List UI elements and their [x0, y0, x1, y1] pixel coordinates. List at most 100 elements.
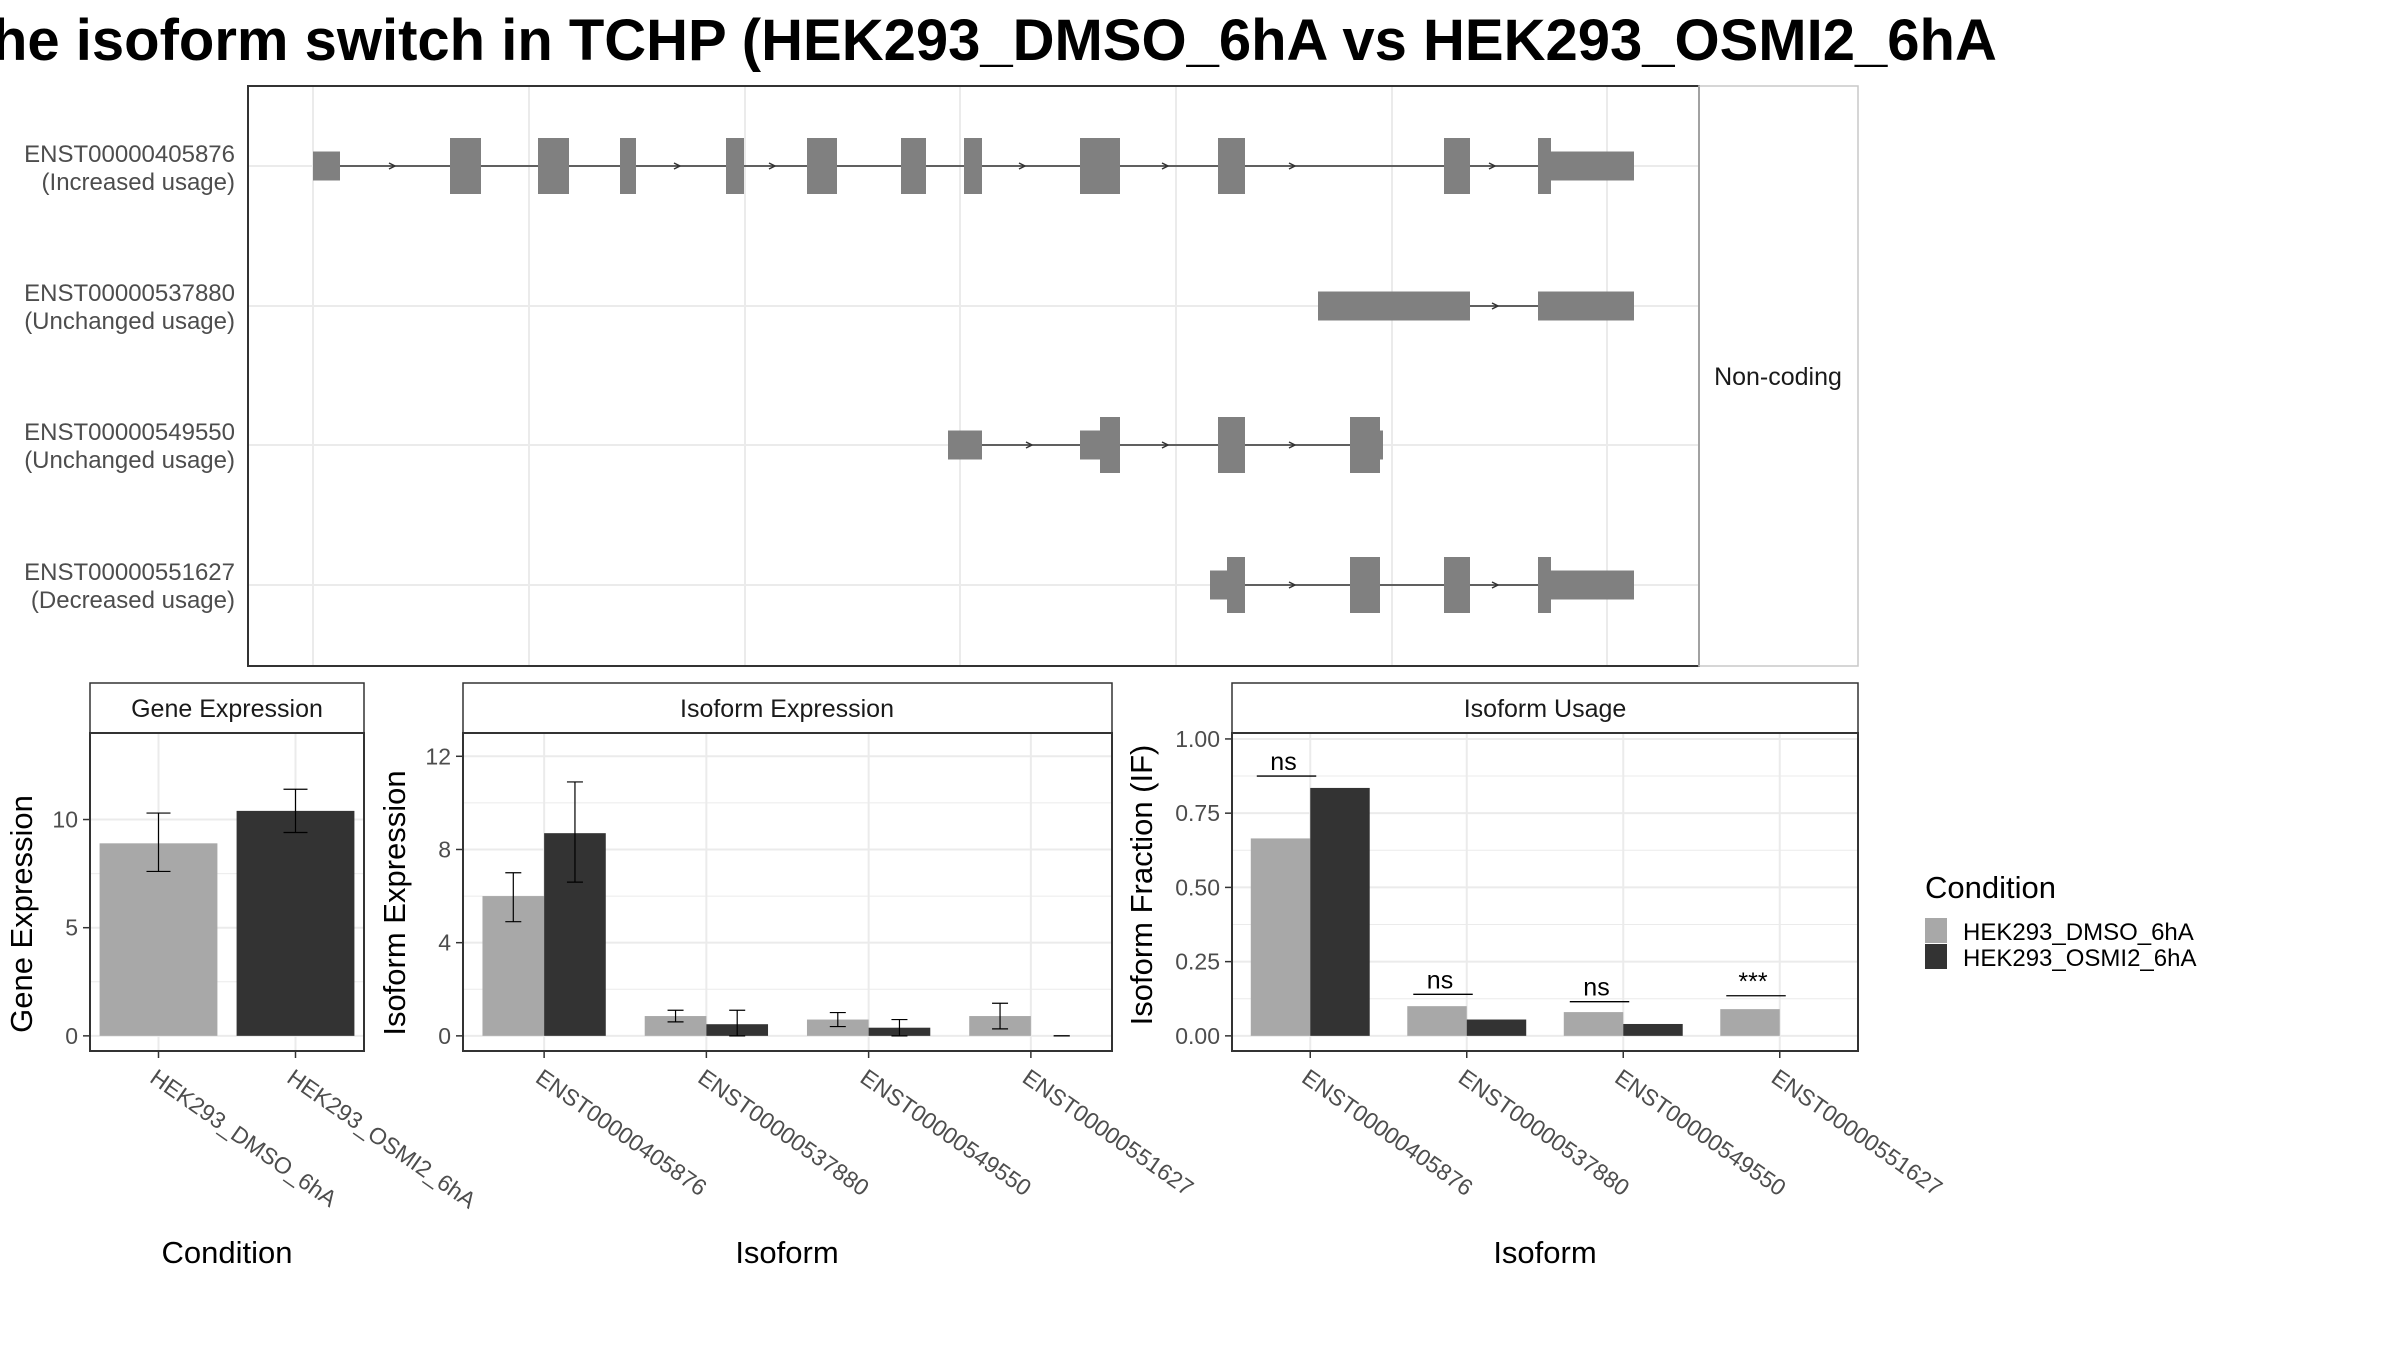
y-tick-label: 10: [52, 807, 78, 833]
panel-border: [1231, 732, 1859, 1052]
error-bars: [505, 781, 1070, 1037]
exon-block: [1318, 291, 1470, 321]
direction-arrow: [1018, 162, 1027, 170]
panel-border: [462, 732, 1113, 1052]
exon-block: [726, 138, 744, 194]
exon-block: [1080, 138, 1120, 194]
isoform-usage-label: (Increased usage): [42, 169, 235, 196]
exon-block: [901, 138, 926, 194]
panel-strip: [89, 682, 365, 734]
panel-strip-label: Isoform Expression: [680, 695, 894, 723]
exon-block: [1080, 430, 1100, 460]
y-tick-label: 1.00: [1175, 726, 1220, 752]
exon-block: [1210, 570, 1227, 600]
y-tick-label: 0.00: [1175, 1023, 1220, 1049]
isoform-usage-panel: Isoform Usage Isoform Fraction (IF) Isof…: [1124, 682, 1947, 1270]
bar: [1250, 838, 1311, 1036]
significance-label: ns: [1583, 974, 1609, 1002]
direction-arrow: [768, 162, 777, 170]
x-tick-label: ENST00000537880: [1454, 1064, 1634, 1201]
coding-strip-label: Non-coding: [1714, 363, 1842, 391]
direction-arrow: [1288, 441, 1297, 449]
significance-label: ***: [1738, 968, 1767, 996]
x-tick-label: ENST00000551627: [1767, 1064, 1947, 1201]
panel-strip-label: Gene Expression: [131, 695, 323, 723]
y-axis-title: Gene Expression: [4, 795, 39, 1033]
legend-label: HEK293_DMSO_6hA: [1963, 919, 2194, 946]
x-tick-label: ENST00000537880: [694, 1064, 874, 1201]
exon-block: [1551, 151, 1634, 181]
isoform-usage-label: (Decreased usage): [31, 587, 235, 614]
exon-block: [1350, 557, 1380, 613]
coding-strip: [1698, 85, 1859, 667]
direction-arrow: [1025, 441, 1034, 449]
bars: [99, 810, 355, 1036]
direction-arrow: [1488, 162, 1497, 170]
exon-block: [1444, 557, 1470, 613]
direction-arrow: [1288, 162, 1297, 170]
panel-border: [89, 732, 365, 1052]
exon-block: [948, 430, 982, 460]
exon-block: [1218, 138, 1245, 194]
bar: [1563, 1012, 1624, 1036]
y-tick-label: 0: [65, 1023, 78, 1049]
structure-exons: [313, 138, 1634, 613]
bar: [1310, 787, 1370, 1036]
y-tick-label: 0.50: [1175, 874, 1220, 900]
x-tick-label: ENST00000405876: [1297, 1064, 1477, 1201]
bar: [1623, 1023, 1683, 1036]
direction-arrow: [388, 162, 397, 170]
significance-label: ns: [1427, 966, 1453, 994]
significance-label: ns: [1270, 748, 1296, 776]
exon-block: [964, 138, 982, 194]
exon-block: [1350, 417, 1380, 473]
legend-swatch-osmi2: [1925, 944, 1947, 969]
direction-arrow: [1161, 441, 1170, 449]
exon-block: [1227, 557, 1245, 613]
legend-label: HEK293_OSMI2_6hA: [1963, 945, 2196, 972]
exon-block: [1444, 138, 1470, 194]
isoform-id-label: ENST00000549550: [24, 419, 235, 446]
direction-arrow: [1161, 162, 1170, 170]
bar: [1407, 1006, 1467, 1036]
bar: [1466, 1019, 1527, 1036]
x-tick-label: ENST00000549550: [1610, 1064, 1790, 1201]
direction-arrow: [1491, 581, 1500, 589]
exon-block: [1551, 570, 1634, 600]
isoform-id-label: ENST00000405876: [24, 141, 235, 168]
exon-block: [1538, 138, 1551, 194]
y-tick-label: 0: [438, 1023, 451, 1049]
exon-block: [450, 138, 481, 194]
isoform-usage-label: (Unchanged usage): [24, 308, 235, 335]
y-tick-label: 4: [438, 930, 451, 956]
exon-block: [1538, 557, 1551, 613]
bar: [236, 810, 355, 1036]
exon-block: [538, 138, 569, 194]
error-bars: [146, 788, 308, 873]
bar: [806, 1019, 869, 1036]
y-tick-label: 8: [438, 836, 451, 862]
bar: [99, 843, 218, 1036]
x-axis-title: Isoform: [735, 1235, 838, 1270]
exon-block: [1380, 430, 1383, 460]
x-axis-title: Isoform: [1493, 1235, 1596, 1270]
isoform-usage-label: (Unchanged usage): [24, 447, 235, 474]
bar: [644, 1016, 707, 1036]
exon-block: [1218, 417, 1245, 473]
isoform-labels: ENST00000405876 (Increased usage) ENST00…: [24, 141, 235, 614]
isoform-id-label: ENST00000537880: [24, 280, 235, 307]
x-tick-label: ENST00000405876: [531, 1064, 711, 1201]
bar: [1720, 1009, 1780, 1036]
direction-arrow: [673, 162, 682, 170]
exon-block: [1538, 291, 1634, 321]
bars: [1250, 787, 1780, 1036]
transcript-structure-panel: Non-coding ENST00000405876 (Increased us…: [24, 85, 1859, 667]
direction-arrow: [1288, 581, 1297, 589]
legend-swatch-dmso: [1925, 918, 1947, 943]
direction-arrow: [1491, 302, 1500, 310]
isoform-expression-panel: Isoform Expression Isoform Expression Is…: [377, 682, 1198, 1270]
exon-block: [620, 138, 636, 194]
y-axis-title: Isoform Expression: [377, 770, 412, 1035]
y-axis-title: Isoform Fraction (IF): [1124, 745, 1159, 1026]
